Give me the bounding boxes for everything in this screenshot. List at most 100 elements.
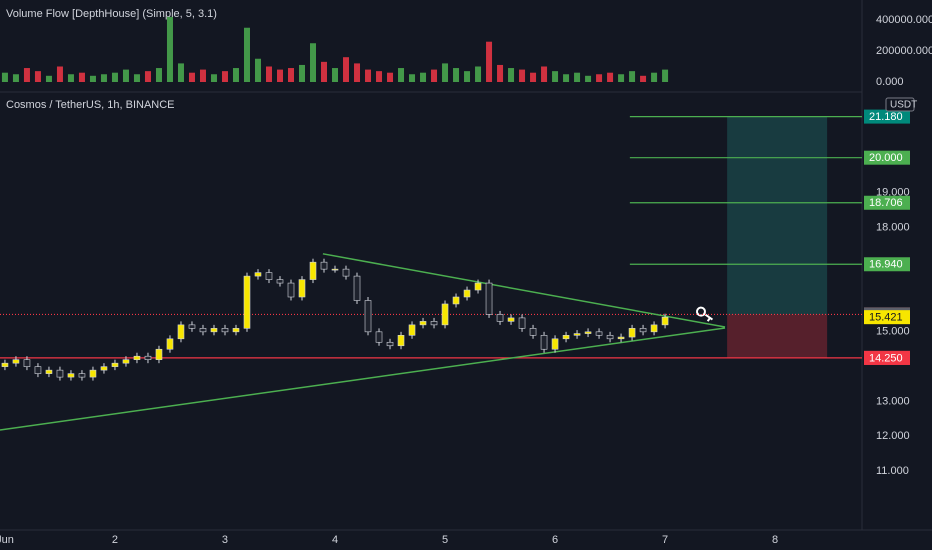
candle-body <box>584 331 592 334</box>
volume-bar <box>343 57 350 82</box>
volume-bar <box>420 72 427 82</box>
y-tick-label: 0.000 <box>876 76 904 88</box>
candle-body <box>485 282 493 315</box>
volume-bar <box>519 69 526 82</box>
volume-bar <box>78 72 85 82</box>
volume-bar <box>651 72 658 82</box>
candle-body <box>188 324 196 329</box>
volume-bar <box>475 66 482 82</box>
volume-bar <box>574 72 581 82</box>
volume-bar <box>464 71 471 82</box>
candle-body <box>430 321 438 326</box>
candle-body <box>397 335 405 347</box>
symbol-title: Cosmos / TetherUS, 1h, BINANCE <box>6 99 175 111</box>
volume-bar <box>232 68 239 82</box>
x-tick-label: Jun <box>0 534 14 546</box>
volume-bar <box>607 72 614 82</box>
volume-bar <box>265 66 272 82</box>
y-tick-label: 11.000 <box>876 465 909 477</box>
volume-bar <box>1 72 8 82</box>
candle-body <box>518 317 526 329</box>
x-tick-label: 5 <box>442 534 448 546</box>
volume-bar <box>541 66 548 82</box>
volume-bar <box>243 27 250 82</box>
volume-bar <box>354 63 361 82</box>
target-zone <box>727 116 828 315</box>
candle-body <box>265 272 273 280</box>
price-label-box <box>864 109 910 124</box>
volume-bar <box>288 68 295 82</box>
candle-body <box>89 369 97 378</box>
volume-bar <box>409 74 416 82</box>
currency-label: USDT <box>890 100 917 111</box>
volume-bar <box>563 74 570 82</box>
volume-bar <box>210 74 217 82</box>
volume-bar <box>497 64 504 82</box>
price-label-box <box>864 195 910 210</box>
candle-body <box>650 324 658 333</box>
candle-body <box>386 341 394 347</box>
y-tick-label: 18.000 <box>876 221 910 233</box>
price-label-box <box>864 350 910 365</box>
x-tick-label: 8 <box>772 534 778 546</box>
x-tick-label: 4 <box>332 534 338 546</box>
volume-bar <box>629 71 636 82</box>
volume-bar <box>398 68 405 82</box>
candle-body <box>34 366 42 374</box>
volume-bar <box>144 71 151 82</box>
volume-bar <box>188 72 195 82</box>
volume-bar <box>618 74 625 82</box>
volume-bar <box>310 43 317 82</box>
price-label-box <box>864 257 910 272</box>
candle-body <box>56 369 64 378</box>
candle-body <box>309 261 317 280</box>
candle-body <box>562 335 570 340</box>
x-tick-label: 3 <box>222 534 228 546</box>
candle-body <box>276 279 284 284</box>
price-label: 16.940 <box>869 259 903 271</box>
candle-body <box>661 316 669 326</box>
volume-bar <box>23 68 30 82</box>
volume-bar <box>100 74 107 82</box>
candle-body <box>628 328 636 338</box>
y-tick-label: 19.000 <box>876 186 910 198</box>
x-tick-label: 6 <box>552 534 558 546</box>
candle-body <box>606 335 614 340</box>
candle-body <box>287 282 295 298</box>
price-label-box <box>864 310 910 325</box>
y-tick-label: 13.000 <box>876 395 910 407</box>
volume-bar <box>376 71 383 82</box>
volume-bar <box>508 68 515 82</box>
candle-body <box>639 328 647 333</box>
volume-bar <box>486 41 493 82</box>
volume-bar <box>122 69 129 82</box>
candle-body <box>100 366 108 371</box>
volume-bar <box>387 72 394 82</box>
candle-body <box>177 324 185 340</box>
candle-body <box>452 296 460 305</box>
volume-bar <box>133 74 140 82</box>
key-icon <box>695 306 714 322</box>
volume-bar <box>254 58 261 82</box>
volume-bar <box>442 63 449 82</box>
candle-body <box>551 338 559 350</box>
stop-zone <box>727 314 828 358</box>
candle-body <box>210 328 218 333</box>
candle-body <box>232 328 240 333</box>
indicator-title: Volume Flow [DepthHouse] (Simple, 5, 3.1… <box>6 8 217 20</box>
price-label: 20.000 <box>869 152 903 164</box>
candle-body <box>254 272 262 277</box>
candle-body <box>243 275 251 329</box>
candle-body <box>67 373 75 378</box>
candle-body <box>463 289 471 298</box>
volume-bar <box>45 75 52 82</box>
candle-body <box>133 355 141 360</box>
price-label: 14.250 <box>869 352 903 364</box>
y-tick-label: 400000.000 <box>876 14 932 26</box>
candle-body <box>155 348 163 360</box>
candle-body <box>12 359 20 364</box>
candle-body <box>166 338 174 350</box>
candle-body <box>221 328 229 333</box>
